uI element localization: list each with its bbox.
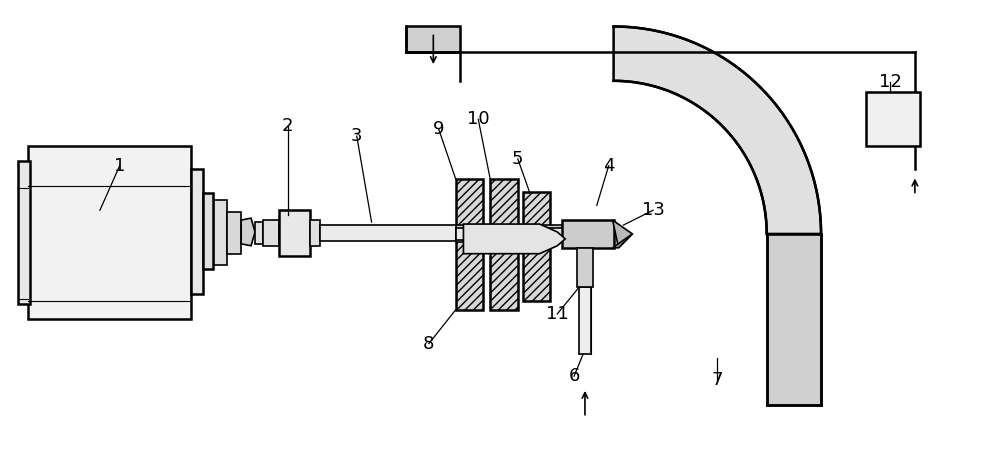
Bar [490, 179, 518, 310]
Polygon shape [241, 218, 255, 246]
Text: 1: 1 [114, 157, 125, 175]
Text: 5: 5 [512, 150, 524, 168]
Bar [28, 146, 191, 319]
Bar [456, 225, 562, 242]
Polygon shape [463, 224, 565, 254]
Bar [191, 169, 203, 294]
Bar [214, 200, 227, 265]
Bar [203, 193, 213, 270]
Bar [320, 225, 463, 241]
Bar [456, 228, 614, 240]
Text: 7: 7 [712, 371, 723, 389]
Text: 9: 9 [433, 120, 445, 138]
Bar [227, 212, 241, 254]
Text: 2: 2 [282, 117, 293, 135]
Polygon shape [613, 234, 632, 248]
Bar [866, 92, 920, 146]
Bar [406, 27, 460, 52]
Bar [310, 220, 320, 246]
Text: 11: 11 [546, 305, 569, 323]
Text: 12: 12 [879, 73, 902, 91]
Bar [562, 220, 614, 248]
Polygon shape [614, 27, 821, 234]
Text: 3: 3 [351, 127, 363, 145]
Text: 6: 6 [568, 367, 580, 385]
Bar [279, 210, 310, 255]
Bar [579, 287, 591, 355]
Bar [456, 179, 483, 310]
Polygon shape [613, 220, 632, 248]
Text: 8: 8 [423, 335, 435, 353]
Bar [577, 248, 593, 287]
Bar [523, 192, 550, 301]
Text: 4: 4 [603, 157, 614, 175]
Bar [263, 220, 279, 246]
Text: 10: 10 [467, 110, 490, 128]
Bar [18, 161, 30, 304]
Bar [767, 234, 821, 405]
Bar [255, 222, 263, 244]
Text: 13: 13 [642, 201, 665, 219]
